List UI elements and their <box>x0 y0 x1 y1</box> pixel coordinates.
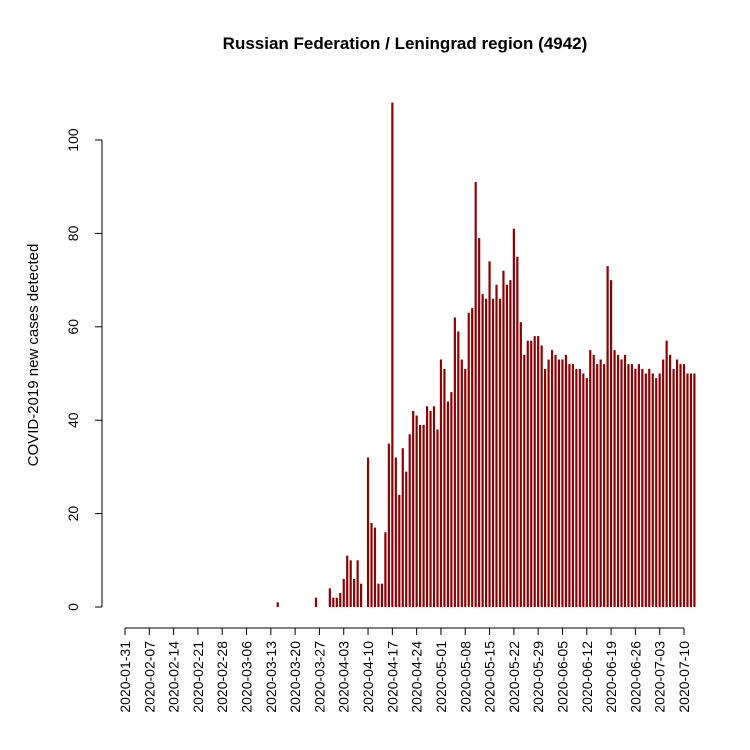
x-tick-label: 2020-07-10 <box>676 641 692 713</box>
chart-title: Russian Federation / Leningrad region (4… <box>223 34 588 53</box>
y-tick-label: 0 <box>65 603 81 611</box>
y-axis: 0 20 40 60 80 100 <box>65 128 103 611</box>
y-tick-label: 100 <box>65 128 81 152</box>
x-tick-label: 2020-04-10 <box>360 641 376 713</box>
x-tick-label: 2020-06-12 <box>579 641 595 713</box>
x-tick-label: 2020-05-08 <box>457 641 473 713</box>
x-tick-label: 2020-01-31 <box>117 641 133 713</box>
x-tick-label: 2020-05-22 <box>506 641 522 713</box>
x-tick-label: 2020-03-13 <box>263 641 279 713</box>
y-tick-label: 60 <box>65 319 81 335</box>
y-tick-label: 40 <box>65 412 81 428</box>
bars <box>276 102 696 607</box>
x-tick-label: 2020-02-14 <box>166 641 182 713</box>
x-tick-label: 2020-05-29 <box>530 641 546 713</box>
x-tick-label: 2020-07-03 <box>652 641 668 713</box>
y-axis-label: COVID-2019 new cases detected <box>25 244 42 467</box>
x-tick-label: 2020-06-05 <box>554 641 570 713</box>
x-tick-label: 2020-06-26 <box>627 641 643 713</box>
y-tick-label: 80 <box>65 225 81 241</box>
x-tick-label: 2020-04-24 <box>409 641 425 713</box>
x-tick-label: 2020-02-21 <box>190 641 206 713</box>
x-axis: 2020-01-31 2020-02-07 2020-02-14 2020-02-21… <box>117 627 692 713</box>
x-tick-label: 2020-03-20 <box>287 641 303 713</box>
x-tick-label: 2020-03-27 <box>311 641 327 713</box>
x-tick-label: 2020-05-15 <box>482 641 498 713</box>
x-tick-label: 2020-06-19 <box>603 641 619 713</box>
x-tick-label: 2020-04-03 <box>336 641 352 713</box>
y-tick-label: 20 <box>65 506 81 522</box>
x-tick-label: 2020-05-01 <box>433 641 449 713</box>
x-tick-label: 2020-04-17 <box>384 641 400 713</box>
x-tick-label: 2020-03-06 <box>239 641 255 713</box>
x-tick-label: 2020-02-28 <box>214 641 230 713</box>
x-tick-label: 2020-02-07 <box>141 641 157 713</box>
